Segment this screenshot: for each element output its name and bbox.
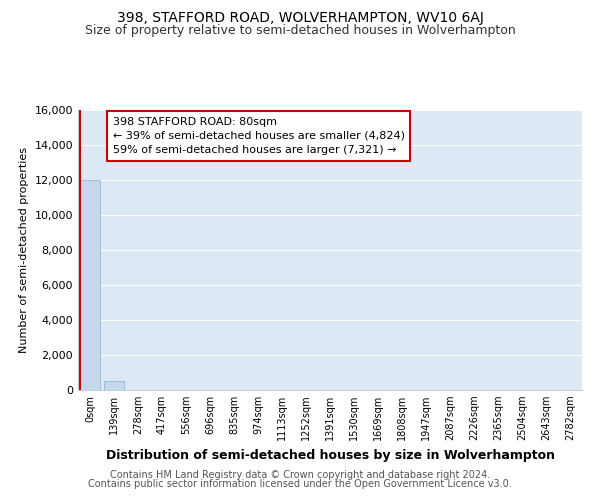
Text: Contains HM Land Registry data © Crown copyright and database right 2024.: Contains HM Land Registry data © Crown c… bbox=[110, 470, 490, 480]
Text: Contains public sector information licensed under the Open Government Licence v3: Contains public sector information licen… bbox=[88, 479, 512, 489]
Text: 398 STAFFORD ROAD: 80sqm
← 39% of semi-detached houses are smaller (4,824)
59% o: 398 STAFFORD ROAD: 80sqm ← 39% of semi-d… bbox=[113, 117, 405, 155]
Text: 398, STAFFORD ROAD, WOLVERHAMPTON, WV10 6AJ: 398, STAFFORD ROAD, WOLVERHAMPTON, WV10 … bbox=[116, 11, 484, 25]
Text: Size of property relative to semi-detached houses in Wolverhampton: Size of property relative to semi-detach… bbox=[85, 24, 515, 37]
X-axis label: Distribution of semi-detached houses by size in Wolverhampton: Distribution of semi-detached houses by … bbox=[106, 449, 554, 462]
Bar bbox=[80, 180, 100, 390]
Bar bbox=[104, 381, 124, 390]
Y-axis label: Number of semi-detached properties: Number of semi-detached properties bbox=[19, 147, 29, 353]
